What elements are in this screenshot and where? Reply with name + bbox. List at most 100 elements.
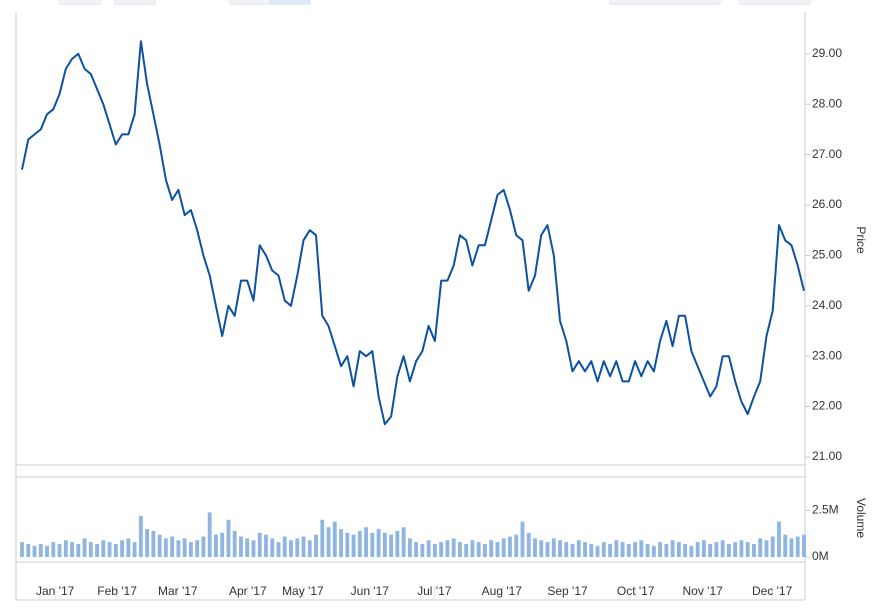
volume-bar [633,542,638,557]
volume-bar [145,529,150,557]
y-tick-label: 23.00 [812,348,842,362]
volume-bar [282,536,287,557]
volume-bar [120,540,125,557]
volume-bar [226,519,231,557]
x-tick-label: Feb '17 [97,584,137,598]
volume-bar [195,540,200,557]
volume-bar [126,538,131,557]
volume-bar [176,540,181,557]
price-axis-title: Price [854,226,868,254]
volume-bar [783,534,788,557]
volume-bar [451,538,456,557]
volume-bar [207,512,212,557]
volume-bar [214,534,218,557]
volume-bar [764,540,769,557]
volume-bar [464,543,469,557]
volume-bar [670,540,675,557]
volume-bar [264,534,268,557]
volume-bar [345,532,350,557]
volume-bar [720,540,725,557]
volume-axis-title: Volume [854,498,868,538]
volume-bar [745,542,750,557]
volume-bar [708,543,713,557]
volume-bar [526,532,531,557]
x-tick-label: Nov '17 [682,584,723,598]
volume-bar [276,542,281,557]
volume-bar [752,543,756,557]
volume-bar [101,540,106,557]
volume-bar [407,538,412,557]
x-tick-label: Jun '17 [351,584,390,598]
volume-bar [533,538,537,557]
volume-bar [445,540,450,557]
volume-bar [26,543,31,557]
toolbar-remnants [59,0,811,5]
toolbar-button[interactable] [609,0,721,5]
toolbar-button[interactable] [739,0,811,5]
y-tick-label: 28.00 [812,96,842,110]
volume-bar [320,519,325,557]
volume-bar [32,545,37,557]
volume-bar [545,542,550,557]
x-tick-label: Dec '17 [752,584,793,598]
volume-bar [426,540,431,557]
volume-bar [733,542,738,557]
volume-bar [558,540,562,557]
volume-bar [376,529,381,557]
volume-bar [395,530,400,557]
volume-bar [339,529,343,557]
toolbar-button[interactable] [59,0,101,5]
volume-bar [727,543,731,557]
volume-bar [295,538,300,557]
x-tick-label: May '17 [282,584,324,598]
volume-bar [239,536,243,557]
volume-bar [645,543,650,557]
x-tick-label: Sep '17 [547,584,588,598]
volume-bar [789,538,794,557]
volume-bar [508,536,512,557]
volume-bar [639,540,644,557]
volume-bar [88,542,93,557]
volume-bar [301,536,306,557]
volume-bar [20,542,24,557]
volume-bar [576,540,581,557]
volume-bar [626,543,631,557]
volume-bar [651,545,656,557]
volume-bar [539,540,544,557]
volume-bar [795,536,800,557]
volume-bar [107,542,112,557]
volume-bar [201,536,206,557]
volume-bar [364,527,369,557]
x-tick-label: Jul '17 [417,584,452,598]
volume-bar [676,542,681,557]
volume-bar [382,532,387,557]
volume-bar [157,534,162,557]
y-tick-label: 21.00 [812,449,842,463]
volume-bar [689,545,694,557]
volume-bar [514,534,519,557]
toolbar-button[interactable] [114,0,156,5]
volume-bar [95,543,99,557]
toolbar-button[interactable] [229,0,271,5]
volume-bar [245,538,250,557]
y-tick-label: 2.5M [812,503,839,517]
volume-bar [695,542,700,557]
volume-bar [163,538,168,557]
volume-bar [326,527,331,557]
volume-bar [113,543,118,557]
volume-bar [82,538,87,557]
volume-bar [595,545,600,557]
x-tick-label: Mar '17 [158,584,198,598]
volume-bar [389,534,394,557]
volume-bar [314,534,318,557]
x-tick-label: Aug '17 [482,584,523,598]
volume-bar [770,536,775,557]
volume-bar [608,543,612,557]
volume-bar [151,530,156,557]
volume-bar [614,540,619,557]
volume-bar [589,543,594,557]
volume-bar [777,521,781,557]
toolbar-button[interactable] [269,0,311,5]
volume-bar [683,543,688,557]
